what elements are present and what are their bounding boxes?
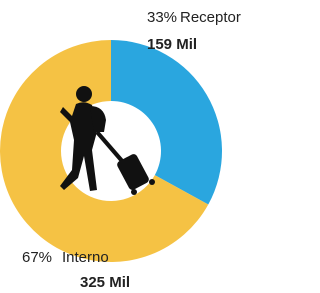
slice-name: Interno [62, 249, 109, 266]
slice-amount: 159 Mil [147, 36, 197, 53]
chart: 33% Receptor 159 Mil 67% Interno 325 Mil [0, 0, 274, 293]
slice-percent: 67% [22, 249, 52, 266]
page: {"chart_data": {"type": "pie", "donut": … [0, 0, 320, 293]
slice-percent: 33% [147, 9, 177, 26]
slice-amount: 325 Mil [80, 274, 130, 291]
slice-name: Receptor [180, 9, 241, 26]
